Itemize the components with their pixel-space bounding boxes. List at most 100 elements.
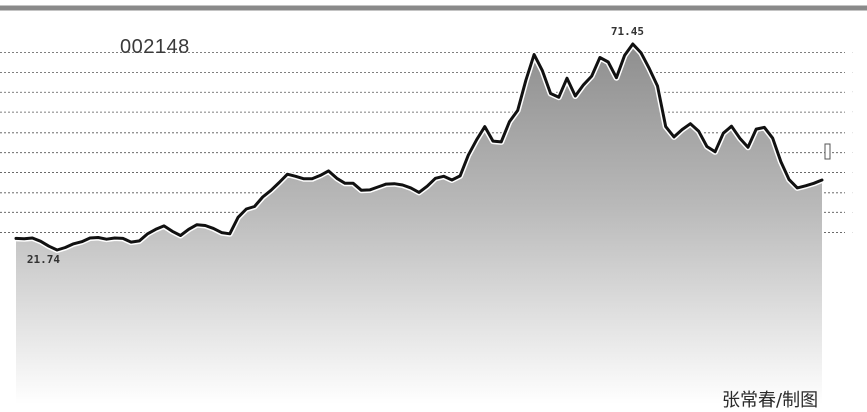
- end-marker: [824, 143, 831, 160]
- data-point: [475, 139, 478, 141]
- data-point: [377, 186, 379, 188]
- data-point: [179, 234, 182, 237]
- data-point: [714, 151, 716, 153]
- data-point: [31, 237, 34, 239]
- data-point: [245, 208, 248, 210]
- data-point: [80, 240, 83, 243]
- data-point: [113, 237, 116, 239]
- data-point: [755, 128, 758, 130]
- data-point: [590, 75, 593, 77]
- data-points: [15, 43, 823, 251]
- data-point: [64, 246, 67, 249]
- y-tick-mark: ·: [852, 70, 853, 75]
- data-point: [130, 241, 132, 243]
- data-point: [352, 182, 355, 185]
- data-point: [623, 54, 626, 57]
- data-point: [155, 228, 157, 231]
- y-tick-mark: ·: [852, 50, 853, 55]
- data-point: [163, 225, 165, 227]
- data-point: [253, 205, 256, 208]
- data-point: [738, 137, 741, 139]
- data-point: [549, 92, 552, 95]
- data-point: [196, 223, 198, 226]
- data-point: [763, 126, 766, 129]
- data-point: [821, 179, 823, 181]
- data-point: [409, 187, 412, 189]
- y-tick-mark: ·: [852, 170, 853, 175]
- data-point: [796, 187, 799, 189]
- data-point: [771, 137, 774, 139]
- data-point: [599, 56, 601, 59]
- data-point: [434, 177, 437, 180]
- data-point: [483, 125, 486, 128]
- data-point: [56, 249, 58, 251]
- data-point: [508, 120, 511, 123]
- data-point: [566, 77, 568, 79]
- data-point: [229, 233, 231, 235]
- data-point: [689, 122, 692, 125]
- data-point: [385, 183, 387, 185]
- data-point: [187, 228, 190, 231]
- data-point: [780, 160, 782, 163]
- data-point: [39, 240, 42, 243]
- data-point: [294, 175, 297, 178]
- data-point: [278, 181, 280, 184]
- data-point: [541, 69, 544, 72]
- data-point: [607, 61, 609, 63]
- data-point: [451, 179, 453, 181]
- data-point: [261, 196, 264, 198]
- y-tick-mark: ·: [852, 110, 853, 115]
- data-point: [311, 177, 313, 180]
- credit-label: 张常春/制图: [722, 390, 819, 411]
- data-point: [138, 240, 141, 242]
- high-point-label: 71.45: [611, 25, 644, 38]
- data-point: [335, 177, 338, 180]
- data-point: [327, 170, 330, 172]
- data-point: [558, 96, 560, 98]
- data-point: [212, 227, 215, 230]
- data-point: [582, 83, 585, 86]
- data-point: [706, 145, 708, 148]
- data-point: [146, 233, 149, 235]
- data-point: [525, 79, 527, 82]
- data-point: [632, 43, 634, 45]
- data-point: [237, 216, 239, 219]
- data-point: [615, 76, 618, 79]
- data-point: [401, 184, 404, 186]
- y-tick-mark: ·: [852, 230, 853, 235]
- data-point: [500, 141, 503, 143]
- y-tick-mark: ·: [852, 190, 853, 195]
- data-point: [722, 132, 725, 135]
- data-point: [730, 125, 733, 127]
- data-point: [23, 237, 26, 240]
- data-point: [122, 237, 124, 240]
- y-tick-mark: ·: [852, 130, 853, 135]
- data-point: [442, 175, 445, 178]
- data-point: [15, 237, 17, 240]
- data-point: [344, 182, 346, 185]
- data-point: [673, 136, 675, 138]
- data-point: [303, 177, 305, 180]
- data-point: [664, 125, 667, 128]
- data-point: [804, 184, 807, 187]
- data-point: [697, 130, 700, 132]
- data-point: [640, 52, 642, 54]
- data-point: [48, 245, 50, 248]
- data-point: [516, 109, 519, 112]
- annotations-layer: 21.74 71.45: [27, 25, 644, 266]
- data-point: [220, 231, 223, 234]
- data-point: [681, 128, 683, 131]
- y-tick-mark: ·: [852, 150, 853, 155]
- data-point: [360, 189, 363, 192]
- data-point: [204, 224, 206, 227]
- low-point-label: 21.74: [27, 253, 60, 266]
- data-point: [426, 185, 429, 188]
- y-tick-mark: ·: [852, 90, 853, 95]
- data-point: [788, 178, 790, 181]
- data-point: [72, 242, 75, 245]
- data-point: [286, 173, 289, 175]
- data-point: [533, 53, 535, 56]
- data-point: [812, 182, 815, 185]
